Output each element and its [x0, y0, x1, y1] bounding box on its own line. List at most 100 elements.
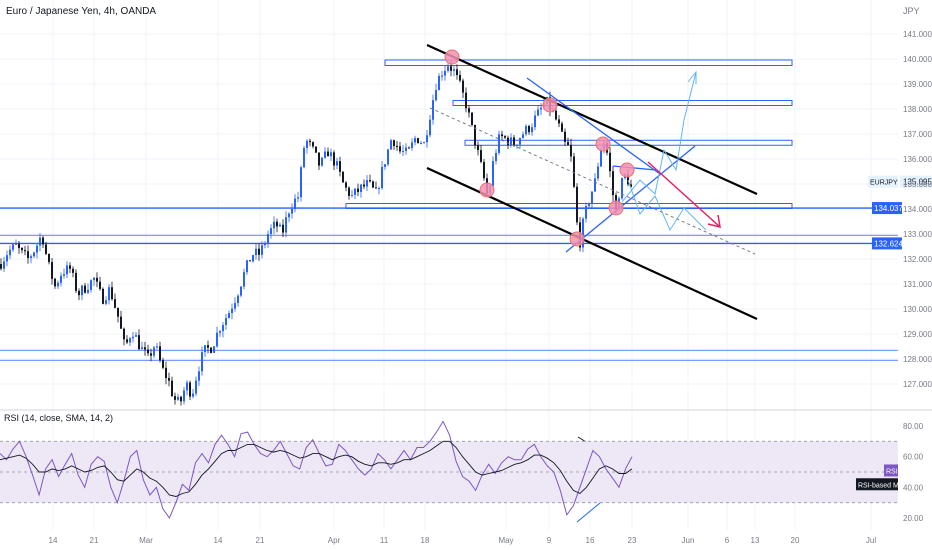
wedge-lower-line[interactable] [565, 145, 696, 253]
candle-body [378, 188, 380, 190]
candle-body [540, 107, 542, 110]
horizontal-levels[interactable]: 134.037 132.624 EURJPY 135.095 [0, 175, 932, 361]
pivot-marker[interactable] [595, 136, 611, 152]
wedge-upper-line[interactable] [526, 77, 661, 175]
candle-body [207, 345, 209, 348]
candle-body [465, 92, 467, 109]
price-tick-label: 132.000 [903, 255, 932, 264]
time-tick-label: 21 [256, 536, 265, 545]
candle-body [153, 347, 155, 356]
candle-body [222, 325, 224, 332]
candle-body [468, 108, 470, 113]
pivot-marker[interactable] [444, 49, 460, 65]
pivot-marker[interactable] [542, 97, 558, 113]
resistance-zone[interactable] [452, 100, 793, 106]
symbol-label: EURJPY [870, 180, 898, 187]
candle-body [144, 347, 146, 350]
candle-body [594, 178, 596, 192]
price-tick-label: 129.000 [903, 330, 932, 339]
time-tick-label: 23 [628, 536, 637, 545]
pivot-marker[interactable] [479, 182, 495, 198]
currency-label: JPY [903, 6, 920, 16]
candle-body [174, 396, 176, 400]
candle-body [591, 191, 593, 205]
candle-body [264, 243, 266, 246]
candle-body [576, 186, 578, 223]
resistance-zone[interactable] [464, 139, 793, 146]
candle-body [150, 353, 152, 356]
rsi-pane: RSI RSI-based MA [0, 420, 904, 520]
candle-body [27, 251, 29, 259]
channel-upper-line[interactable] [426, 43, 758, 196]
candle-body [282, 224, 284, 233]
resistance-zone[interactable] [384, 59, 793, 66]
symbol-badge [868, 175, 898, 188]
candle-body [297, 197, 299, 199]
time-tick-label: Apr [328, 536, 341, 545]
candle-body [51, 262, 53, 279]
pivot-marker[interactable] [608, 200, 624, 216]
bullish-projection-path[interactable] [621, 71, 697, 203]
candle-body [507, 137, 509, 146]
candle-body [87, 289, 89, 293]
rsi-ma-badge [856, 478, 898, 491]
candle-body [33, 252, 35, 257]
candle-body [186, 382, 188, 391]
rsi-badge [884, 464, 898, 477]
candle-body [0, 264, 2, 269]
rsi-ma-line [0, 440, 633, 497]
candle-body [396, 145, 398, 147]
pattern-line[interactable] [612, 165, 657, 171]
bearish-projection-path[interactable] [627, 179, 707, 232]
candle-body [477, 145, 479, 151]
candle-body [138, 335, 140, 350]
candle-body [369, 180, 371, 182]
bearish-arrow[interactable] [647, 161, 721, 228]
candle-body [114, 299, 116, 308]
candle-body [366, 180, 368, 187]
candle-body [630, 184, 632, 188]
candle-body [180, 396, 182, 402]
key-level-badge [872, 202, 902, 215]
candle-body [312, 142, 314, 147]
price-tick-label: 140.000 [903, 55, 932, 64]
candle-body [30, 256, 32, 259]
candle-body [171, 380, 173, 397]
candle-body [9, 249, 11, 256]
rsi-badge-label: RSI [886, 468, 898, 475]
candle-body [66, 265, 68, 275]
candle-body [387, 149, 389, 165]
candle-body [495, 152, 497, 162]
candle-body [192, 393, 194, 397]
candle-body [141, 347, 143, 350]
candle-body [135, 335, 137, 337]
candle-body [570, 144, 572, 157]
candle-body [384, 164, 386, 167]
candle-body [381, 166, 383, 189]
candle-body [123, 328, 125, 340]
candle-body [525, 125, 527, 135]
candle-body [612, 171, 614, 196]
candle-body [360, 184, 362, 193]
price-tick-label: 138.000 [903, 105, 932, 114]
candle-body [45, 244, 47, 254]
candle-body [339, 161, 341, 172]
candle-body [69, 265, 71, 269]
candle-body [258, 248, 260, 255]
candle-body [156, 346, 158, 348]
pivot-marker[interactable] [619, 162, 635, 178]
candle-body [348, 187, 350, 196]
candle-body [195, 380, 197, 394]
bearish-arrowhead [707, 214, 721, 229]
price-tick-label: 131.000 [903, 280, 932, 289]
candle-body [522, 134, 524, 139]
chart-title: Euro / Japanese Yen, 4h, OANDA [6, 6, 156, 17]
channel-mid-line[interactable] [429, 107, 756, 255]
time-tick-label: Jun [682, 536, 695, 545]
candle-body [243, 272, 245, 287]
pivot-marker[interactable] [569, 231, 585, 247]
time-tick-label: 14 [214, 536, 223, 545]
candle-body [444, 70, 446, 76]
candle-body [492, 161, 494, 187]
